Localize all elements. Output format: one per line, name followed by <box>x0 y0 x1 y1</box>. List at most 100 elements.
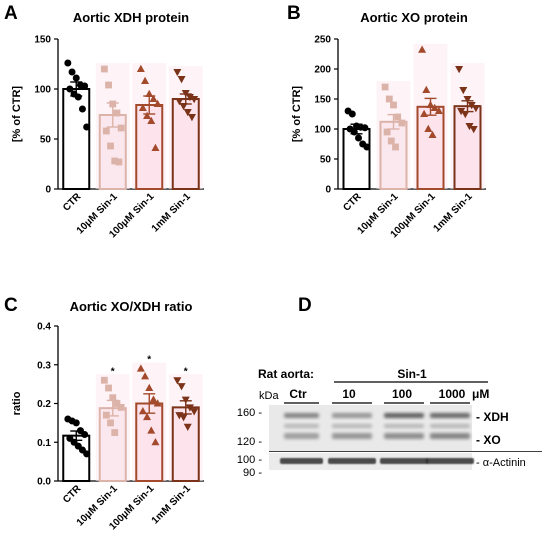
data-point-b-2-5 <box>420 109 429 117</box>
data-point-c-3-0 <box>173 377 182 385</box>
y-tick-label-b-5: 250 <box>314 35 331 46</box>
blot-lower-bands <box>280 458 474 464</box>
y-axis-label-a: [% of CTR] <box>11 86 23 143</box>
band-xo-1 <box>332 433 372 439</box>
panel-a-xdh-chart: A Aortic XDH protein [% of CTR] 0 50 100 150 C… <box>4 3 204 240</box>
data-point-c-3-5 <box>175 412 184 420</box>
data-point-b-1-7 <box>392 143 399 151</box>
y-axis-label-b: [% of CTR] <box>291 86 303 143</box>
data-point-b-0-4 <box>361 124 369 132</box>
data-point-a-2-5 <box>138 103 147 111</box>
data-point-b-3-3 <box>467 102 476 110</box>
y-tick-label-b-0: 0 <box>325 185 331 196</box>
y-tick-label-b-4: 200 <box>314 65 331 76</box>
band-actinin-2 <box>380 458 428 464</box>
data-point-b-3-8 <box>469 126 478 134</box>
bar-c-3 <box>171 406 200 482</box>
data-point-c-2-4 <box>153 399 162 407</box>
data-point-c-2-5 <box>138 406 147 415</box>
data-point-b-0-6 <box>350 128 358 136</box>
band-mid-2 <box>384 424 424 428</box>
data-point-b-3-5 <box>457 108 466 116</box>
data-point-c-1-5 <box>102 411 110 419</box>
data-point-b-3-4 <box>471 105 480 113</box>
category-label-a-0: CTR <box>61 191 84 214</box>
blot-unit-label: μM <box>472 387 489 401</box>
bar-b-2 <box>416 105 445 190</box>
data-point-c-2-0 <box>136 364 145 372</box>
band-mid-3 <box>430 424 470 428</box>
data-point-b-2-7 <box>428 130 437 138</box>
data-point-c-2-2 <box>145 383 154 391</box>
data-point-c-1-1 <box>105 384 112 392</box>
chart-title-a: Aortic XDH protein <box>73 10 189 25</box>
y-tick-label-c-1: 0.1 <box>37 438 51 449</box>
data-point-b-0-1 <box>348 110 356 118</box>
bar-a-2 <box>135 104 164 190</box>
band-xo-2 <box>384 433 424 439</box>
data-point-a-1-5 <box>102 127 110 135</box>
data-point-a-0-1 <box>68 68 76 76</box>
data-point-a-0-7 <box>74 93 82 101</box>
blot-lane-1000: 1000 <box>439 387 466 401</box>
data-point-c-1-0 <box>100 376 108 384</box>
y-tick-label-c-3: 0.3 <box>37 360 51 371</box>
blot-kda-label: kDa <box>259 390 279 402</box>
blot-lane-ctr: Ctr <box>289 387 307 401</box>
chart-title-b: Aortic XO protein <box>360 10 468 25</box>
data-point-b-2-2 <box>426 100 435 108</box>
significance-star-c-3: * <box>184 366 188 377</box>
data-point-b-1-0 <box>381 83 389 91</box>
data-point-a-3-3 <box>185 94 194 102</box>
category-label-b-3: 1mM Sin-1 <box>431 191 474 234</box>
data-point-a-1-4 <box>117 124 125 132</box>
data-point-a-2-0 <box>136 64 145 72</box>
band-xdh-2 <box>384 413 424 418</box>
data-point-a-1-6 <box>107 142 114 150</box>
data-point-a-3-4 <box>190 96 199 104</box>
band-xdh-3 <box>430 413 470 418</box>
data-point-a-0-5 <box>66 85 74 93</box>
band-xo-0 <box>284 433 319 439</box>
data-point-a-1-7 <box>111 157 119 165</box>
band-xo-3 <box>430 433 470 439</box>
band-mid-1 <box>332 424 372 428</box>
data-point-a-1-0 <box>100 65 108 73</box>
significance-star-c-2: * <box>147 355 151 366</box>
data-point-b-2-0 <box>418 45 427 53</box>
data-point-c-0-9 <box>83 450 91 458</box>
y-tick-label-b-3: 150 <box>314 95 331 106</box>
band-xdh-0 <box>284 413 319 418</box>
bar-a-0 <box>62 88 91 190</box>
band-actinin-0 <box>280 458 323 464</box>
data-point-c-3-3 <box>185 404 194 412</box>
data-point-a-2-4 <box>153 99 162 107</box>
blot-upper-bands <box>284 413 470 439</box>
significance-star-c-1: * <box>111 366 115 377</box>
data-point-c-3-4 <box>190 408 199 416</box>
data-point-c-0-2 <box>72 419 80 427</box>
band-label-xo: - XO <box>476 433 501 447</box>
data-point-b-0-7 <box>355 134 362 142</box>
y-tick-label-c-4: 0.4 <box>37 322 51 333</box>
band-label-xdh: - XDH <box>476 410 509 424</box>
data-point-b-1-3 <box>394 113 402 121</box>
band-xdh-1 <box>332 413 372 418</box>
panel-letter-d: D <box>298 295 312 316</box>
data-point-b-3-2 <box>463 96 472 104</box>
data-point-c-3-6 <box>179 414 188 422</box>
data-point-a-0-9 <box>83 123 91 131</box>
data-point-b-2-6 <box>424 124 433 132</box>
band-label-actinin: - α-Actinin <box>476 457 526 469</box>
category-label-c-3: 1mM Sin-1 <box>150 483 193 526</box>
data-point-a-3-7 <box>183 109 192 117</box>
mw-marker-160: 160 - <box>237 407 262 419</box>
bar-c-1 <box>98 407 127 482</box>
panel-c-ratio-chart: C Aortic XO/XDH ratio ratio 0.0 0.1 0.2 0.3 0.… <box>4 295 204 532</box>
data-point-a-2-1 <box>141 76 150 84</box>
data-point-a-1-2 <box>109 100 117 108</box>
data-point-a-1-8 <box>115 158 123 166</box>
y-tick-label-a-3: 150 <box>34 35 51 46</box>
data-point-c-1-4 <box>117 403 125 411</box>
